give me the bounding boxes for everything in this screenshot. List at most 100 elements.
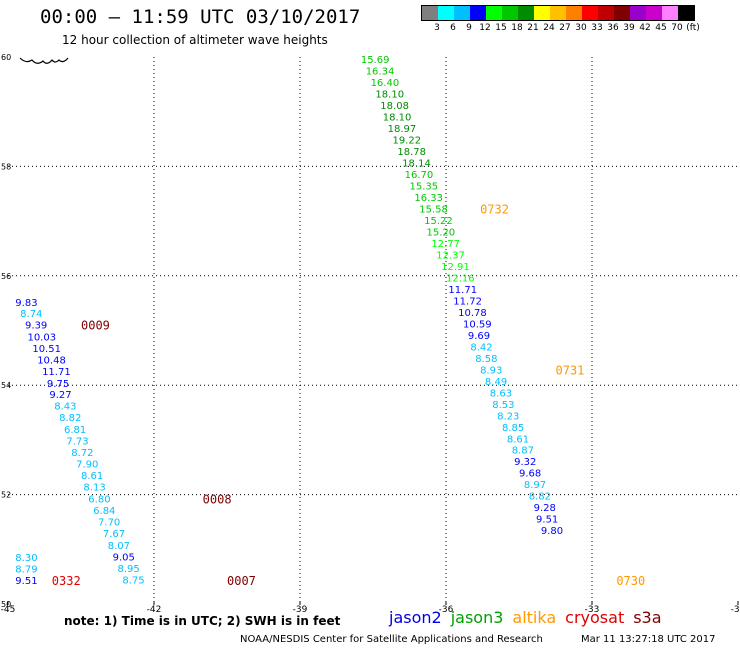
wave-height-value: 8.63: [490, 388, 512, 399]
chart-subtitle: 12 hour collection of altimeter wave hei…: [62, 33, 328, 47]
wave-height-value: 8.43: [54, 401, 76, 412]
wave-height-value: 15.58: [419, 205, 448, 216]
pass-time-label: 0007: [227, 574, 256, 588]
wave-height-value: 8.53: [492, 400, 514, 411]
colorbar-swatch: [678, 6, 694, 20]
wave-height-value: 9.68: [519, 469, 541, 480]
x-tick-label: -39: [293, 605, 308, 615]
colorbar-label: 21: [527, 23, 539, 33]
wave-height-value: 7.73: [66, 436, 88, 447]
colorbar-swatch: [438, 6, 454, 20]
wave-height-value: 7.70: [98, 517, 120, 528]
wave-height-value: 11.71: [448, 285, 477, 296]
wave-height-value: 8.93: [480, 365, 502, 376]
colorbar-label: 15: [495, 23, 507, 33]
wave-height-value: 9.51: [536, 515, 558, 526]
wave-height-value: 15.20: [427, 227, 456, 238]
wave-height-value: 10.48: [37, 355, 66, 366]
wave-height-value: 6.81: [64, 425, 86, 436]
wave-height-value: 9.75: [47, 379, 69, 390]
wave-height-value: 15.22: [424, 216, 453, 227]
wave-height-value: 9.80: [541, 526, 563, 537]
wave-height-value: 8.61: [507, 434, 529, 445]
wave-height-value: 18.97: [388, 124, 417, 135]
y-tick-label: 52: [1, 491, 11, 500]
colorbar-label: 6: [450, 23, 456, 33]
wave-height-value: 11.71: [42, 367, 71, 378]
colorbar-swatch: [630, 6, 646, 20]
wave-height-value: 9.69: [468, 331, 490, 342]
x-tick-label: -42: [147, 605, 162, 615]
footer-note: note: 1) Time is in UTC; 2) SWH is in fe…: [64, 614, 341, 628]
wave-height-value: 6.80: [88, 494, 110, 505]
wave-height-value: 8.58: [475, 354, 497, 365]
y-tick-label: 60: [1, 53, 11, 62]
wave-height-value: 8.97: [524, 480, 546, 491]
wave-height-value: 18.08: [380, 101, 409, 112]
satellite-jason3: jason3: [450, 608, 504, 627]
wave-height-value: 8.07: [108, 541, 130, 552]
wave-height-value: 9.83: [15, 298, 37, 309]
wave-height-value: 15.69: [361, 55, 390, 66]
wave-height-value: 16.40: [371, 78, 400, 89]
wave-height-value: 19.22: [392, 136, 421, 147]
wave-height-value: 8.85: [502, 423, 524, 434]
wave-height-value: 9.51: [15, 576, 37, 587]
colorbar-label: 27: [559, 23, 571, 33]
y-tick-label: 50: [1, 600, 11, 609]
colorbar-swatches: [421, 5, 695, 21]
credit-line: NOAA/NESDIS Center for Satellite Applica…: [240, 634, 543, 645]
wave-height-value: 8.13: [83, 482, 105, 493]
colorbar-labels: 3 6 9 12 15 18 21 24 27 30 33 36 39 42 45 70 (ft): [421, 21, 700, 35]
colorbar-label: 70: [671, 23, 683, 33]
colorbar-swatch: [454, 6, 470, 20]
colorbar-label: 39: [623, 23, 635, 33]
coastline-outline: [19, 57, 69, 64]
wave-height-value: 9.27: [49, 390, 71, 401]
x-tick-label: -30: [731, 605, 740, 615]
colorbar-label: 3: [434, 23, 440, 33]
wave-height-value: 10.59: [463, 319, 492, 330]
colorbar-label: 18: [511, 23, 523, 33]
satellite-altika: altika: [512, 608, 557, 627]
x-tick-label: -36: [439, 605, 454, 615]
colorbar-swatch: [646, 6, 662, 20]
colorbar-label: 9: [466, 23, 472, 33]
colorbar-swatch: [518, 6, 534, 20]
wave-height-value: 7.67: [103, 529, 125, 540]
wave-height-value: 8.87: [512, 446, 534, 457]
colorbar-label: 42: [639, 23, 651, 33]
chart-title: 00:00 – 11:59 UTC 03/10/2017: [40, 6, 361, 28]
wave-height-value: 12.77: [431, 239, 460, 250]
wave-height-value: 9.32: [514, 457, 536, 468]
colorbar-swatch: [582, 6, 598, 20]
wave-height-value: 8.79: [15, 564, 37, 575]
colorbar-label: 24: [543, 23, 555, 33]
wave-height-value: 18.10: [375, 90, 404, 101]
satellite-cryosat: cryosat: [565, 608, 625, 627]
wave-height-value: 8.72: [71, 448, 93, 459]
colorbar-swatch: [566, 6, 582, 20]
wave-height-value: 9.39: [25, 320, 47, 331]
colorbar-label: 30: [575, 23, 587, 33]
colorbar-swatch: [550, 6, 566, 20]
wave-height-value: 15.35: [410, 182, 439, 193]
wave-height-value: 10.78: [458, 308, 487, 319]
colorbar-swatch: [470, 6, 486, 20]
colorbar-swatch: [486, 6, 502, 20]
pass-time-label: 0008: [203, 492, 232, 506]
colorbar-swatch: [614, 6, 630, 20]
generated-timestamp: Mar 11 13:27:18 UTC 2017: [581, 634, 716, 645]
satellite-jason2: jason2: [389, 608, 442, 627]
wave-height-value: 8.61: [81, 471, 103, 482]
colorbar-label: 36: [607, 23, 619, 33]
x-tick-label: -33: [585, 605, 600, 615]
wave-height-value: 8.82: [529, 492, 551, 503]
wave-height-value: 8.23: [497, 411, 519, 422]
wave-height-value: 18.14: [402, 159, 431, 170]
wave-height-value: 8.95: [118, 564, 140, 575]
wave-height-value: 18.78: [397, 147, 426, 158]
wave-height-value: 8.30: [15, 553, 37, 564]
wave-height-value: 8.82: [59, 413, 81, 424]
wave-height-value: 16.70: [405, 170, 434, 181]
